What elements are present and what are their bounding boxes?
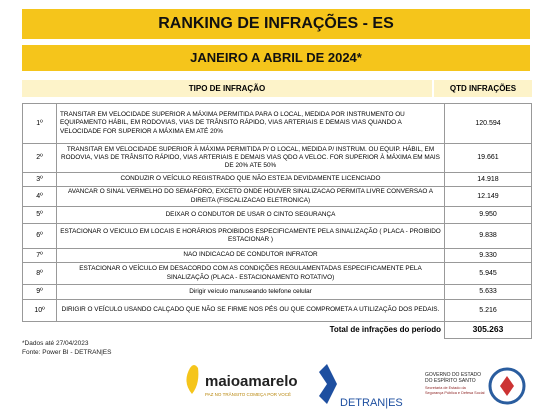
logo-text: Segurança Pública e Defesa Social bbox=[425, 391, 485, 395]
quantity: 9.838 bbox=[444, 223, 532, 249]
infraction: CONDUZIR O VEÍCULO REGISTRADO QUE NÃO ES… bbox=[56, 172, 445, 187]
rank: 1º bbox=[22, 103, 57, 144]
title: RANKING DE INFRAÇÕES - ES bbox=[22, 9, 530, 39]
rank: 10º bbox=[22, 299, 57, 322]
table-row: 1º TRANSITAR EM VELOCIDADE SUPERIOR A MÁX… bbox=[22, 103, 532, 144]
ranking-table: 1º TRANSITAR EM VELOCIDADE SUPERIOR A MÁX… bbox=[22, 103, 532, 339]
period: JANEIRO A ABRIL DE 2024* bbox=[22, 45, 530, 71]
rank: 9º bbox=[22, 284, 57, 300]
footnote: *Dados até 27/04/2023 bbox=[22, 340, 89, 347]
infraction: NAO INDICACAO DE CONDUTOR INFRATOR bbox=[56, 248, 445, 263]
rank: 7º bbox=[22, 248, 57, 263]
column-header: QTD INFRAÇÕES bbox=[434, 80, 532, 97]
quantity: 19.661 bbox=[444, 143, 532, 173]
table-row: 10º DIRIGIR O VEÍCULO USANDO CALÇADO QUE … bbox=[22, 299, 532, 322]
total-row: Total de infrações do período 305.263 bbox=[23, 321, 532, 339]
total-value: 305.263 bbox=[444, 321, 532, 339]
logo-text: DO ESPÍRITO SANTO bbox=[425, 377, 476, 384]
quantity: 5.633 bbox=[444, 284, 532, 300]
infraction: TRANSITAR EM VELOCIDADE SUPERIOR À MÁXIM… bbox=[56, 143, 445, 173]
quantity: 9.330 bbox=[444, 248, 532, 263]
quantity: 120.594 bbox=[444, 103, 532, 144]
state-seal bbox=[500, 376, 514, 396]
footnote: Fonte: Power BI - DETRAN|ES bbox=[22, 349, 112, 356]
infraction: AVANCAR O SINAL VERMELHO DO SEMAFORO, EX… bbox=[56, 186, 445, 207]
logo-text: Secretaria de Estado da bbox=[425, 386, 467, 390]
table-row: 4º AVANCAR O SINAL VERMELHO DO SEMAFORO, … bbox=[22, 186, 532, 207]
rank: 5º bbox=[22, 206, 57, 224]
infraction: TRANSITAR EM VELOCIDADE SUPERIOR A MÁXIM… bbox=[56, 103, 445, 144]
table-row: 9º Dirigir veículo manuseando telefone ce… bbox=[22, 284, 532, 300]
rank: 8º bbox=[22, 262, 57, 285]
rank: 2º bbox=[22, 143, 57, 173]
table-row: 8º ESTACIONAR O VEÍCULO EM DESACORDO COM … bbox=[22, 262, 532, 285]
rank: 4º bbox=[22, 186, 57, 207]
infraction: DIRIGIR O VEÍCULO USANDO CALÇADO QUE NÃO… bbox=[56, 299, 445, 322]
quantity: 12.149 bbox=[444, 186, 532, 207]
table-row: 5º DEIXAR O CONDUTOR DE USAR O CINTO SEGU… bbox=[22, 206, 532, 224]
infraction: DEIXAR O CONDUTOR DE USAR O CINTO SEGURA… bbox=[56, 206, 445, 224]
logo-text: DETRAN|ES bbox=[340, 397, 403, 409]
rank: 3º bbox=[22, 172, 57, 187]
logo-text: PAZ NO TRÂNSITO COMEÇA POR VOCÊ bbox=[205, 390, 291, 397]
quantity: 14.918 bbox=[444, 172, 532, 187]
detran-icon bbox=[319, 364, 337, 404]
infraction: Dirigir veículo manuseando telefone celu… bbox=[56, 284, 445, 300]
quantity: 9.950 bbox=[444, 206, 532, 224]
column-header: TIPO DE INFRAÇÃO bbox=[22, 80, 432, 97]
table-row: 6º ESTACIONAR O VEICULO EM LOCAIS E HORÁR… bbox=[22, 223, 532, 249]
state-seal bbox=[488, 367, 526, 405]
rank: 6º bbox=[22, 223, 57, 249]
logos: maioamarelo PAZ NO TRÂNSITO COMEÇA POR V… bbox=[186, 364, 526, 409]
table-row: 7º NAO INDICACAO DE CONDUTOR INFRATOR 9.33… bbox=[22, 248, 532, 263]
quantity: 5.216 bbox=[444, 299, 532, 322]
total-label: Total de infrações do período bbox=[329, 325, 441, 335]
logo-text: maioamarelo bbox=[205, 373, 298, 390]
ribbon-icon bbox=[186, 365, 199, 394]
logo-text: GOVERNO DO ESTADO bbox=[425, 372, 481, 378]
infraction: ESTACIONAR O VEICULO EM LOCAIS E HORÁRIO… bbox=[56, 223, 445, 249]
quantity: 5.945 bbox=[444, 262, 532, 285]
table-row: 2º TRANSITAR EM VELOCIDADE SUPERIOR À MÁX… bbox=[22, 143, 532, 173]
table-row: 3º CONDUZIR O VEÍCULO REGISTRADO QUE NÃO … bbox=[22, 172, 532, 187]
infraction: ESTACIONAR O VEÍCULO EM DESACORDO COM AS… bbox=[56, 262, 445, 285]
